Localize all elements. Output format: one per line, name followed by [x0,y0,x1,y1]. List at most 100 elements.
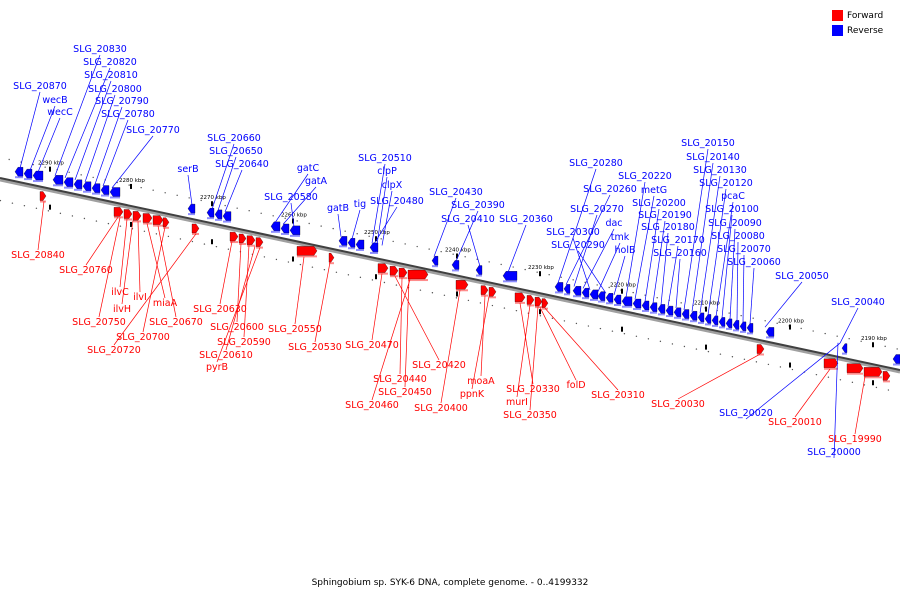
gene-label[interactable]: SLG_20430 [429,187,483,198]
reverse-gene-arrow[interactable] [347,238,356,248]
gene-label[interactable]: SLG_20830 [73,44,127,55]
reverse-gene-arrow[interactable] [581,288,590,298]
gene-label[interactable]: SLG_20510 [358,153,412,164]
gene-label[interactable]: pyrB [206,362,228,373]
reverse-gene-arrow[interactable] [681,309,690,319]
reverse-gene-arrow[interactable] [649,302,658,312]
reverse-gene-arrow[interactable] [91,183,101,193]
gene-label[interactable]: SLG_20280 [569,158,623,169]
gene-label[interactable]: SLG_20750 [72,317,126,328]
gene-label[interactable]: SLG_20670 [149,317,203,328]
gene-label[interactable]: gatA [305,176,328,187]
gene-label[interactable]: clpX [382,180,403,191]
gene-label[interactable]: SLG_20060 [727,257,781,268]
gene-label[interactable]: moaA [467,376,495,387]
forward-gene-arrow[interactable] [526,295,535,305]
gene-label[interactable]: SLG_20660 [207,133,261,144]
reverse-gene-arrow[interactable] [718,317,726,327]
gene-label[interactable]: SLG_20790 [95,96,149,107]
gene-label[interactable]: SLG_20170 [651,235,705,246]
reverse-gene-arrow[interactable] [206,208,215,218]
gene-label[interactable]: SLG_20870 [13,81,67,92]
reverse-gene-arrow[interactable] [841,343,848,353]
gene-label[interactable]: serB [177,164,198,175]
forward-gene-arrow[interactable] [162,217,170,227]
gene-label[interactable]: SLG_20650 [209,146,263,157]
gene-label[interactable]: wecC [47,107,73,118]
forward-gene-arrow[interactable] [142,213,153,223]
reverse-gene-arrow[interactable] [589,289,599,300]
gene-label[interactable]: tig [354,199,366,210]
reverse-gene-arrow[interactable] [270,221,281,231]
reverse-gene-arrow[interactable] [641,300,650,311]
forward-gene-arrow[interactable] [238,233,247,244]
gene-label[interactable]: SLG_20400 [414,403,468,414]
gene-label[interactable]: SLG_20260 [583,184,637,195]
gene-label[interactable]: SLG_20810 [84,70,138,81]
forward-gene-arrow[interactable] [407,269,429,280]
gene-label[interactable]: SLG_20470 [345,340,399,351]
gene-label[interactable]: SLG_20080 [711,231,765,242]
gene-label[interactable]: SLG_20120 [699,178,753,189]
gene-label[interactable]: SLG_20330 [506,384,560,395]
gene-label[interactable]: SLG_20010 [768,417,822,428]
forward-gene-arrow[interactable] [534,296,543,307]
reverse-gene-arrow[interactable] [82,181,92,191]
reverse-gene-arrow[interactable] [632,298,642,309]
reverse-gene-arrow[interactable] [280,223,290,234]
forward-gene-arrow[interactable] [296,246,318,256]
reverse-gene-arrow[interactable] [725,318,733,329]
reverse-gene-arrow[interactable] [502,271,518,281]
gene-label[interactable]: SLG_20610 [199,350,253,361]
gene-label[interactable]: wecB [42,95,67,106]
reverse-gene-arrow[interactable] [673,307,682,317]
forward-gene-arrow[interactable] [152,215,164,225]
gene-label[interactable]: SLG_20160 [653,248,707,259]
gene-label[interactable]: SLG_20000 [807,447,861,458]
gene-label[interactable]: holB [615,245,636,256]
gene-label[interactable]: SLG_20460 [345,400,399,411]
gene-label[interactable]: SLG_20390 [451,200,505,211]
gene-label[interactable]: SLG_20530 [288,342,342,353]
gene-label[interactable]: SLG_20090 [708,218,762,229]
reverse-gene-arrow[interactable] [697,312,705,323]
reverse-gene-arrow[interactable] [572,286,582,296]
gene-label[interactable]: tmk [611,232,630,243]
gene-label[interactable]: SLG_20290 [551,240,605,251]
forward-gene-arrow[interactable] [39,191,47,201]
reverse-gene-arrow[interactable] [746,323,754,333]
gene-label[interactable]: SLG_20030 [651,399,705,410]
gene-label[interactable]: SLG_20140 [686,152,740,163]
forward-gene-arrow[interactable] [882,371,891,381]
reverse-gene-arrow[interactable] [892,354,900,364]
forward-gene-arrow[interactable] [113,207,124,217]
gene-label[interactable]: SLG_20220 [618,171,672,182]
reverse-gene-arrow[interactable] [63,177,74,187]
forward-gene-arrow[interactable] [191,223,200,234]
gene-label[interactable]: SLG_20600 [210,322,264,333]
reverse-gene-arrow[interactable] [14,167,24,177]
gene-label[interactable]: SLG_20350 [503,410,557,421]
gene-label[interactable]: clpP [377,166,397,177]
gene-label[interactable]: SLG_20640 [215,159,269,170]
forward-gene-arrow[interactable] [328,253,335,263]
reverse-gene-arrow[interactable] [187,203,196,214]
reverse-gene-arrow[interactable] [109,187,121,197]
reverse-gene-arrow[interactable] [475,265,483,275]
reverse-gene-arrow[interactable] [451,260,460,270]
forward-gene-arrow[interactable] [480,285,489,295]
gene-label[interactable]: ilvI [133,292,147,303]
gene-label[interactable]: SLG_20270 [570,204,624,215]
gene-label[interactable]: ilvC [111,287,129,298]
forward-gene-arrow[interactable] [846,363,864,373]
forward-gene-arrow[interactable] [389,266,399,276]
gene-label[interactable]: pcaC [721,191,745,202]
gene-label[interactable]: SLG_20550 [268,324,322,335]
gene-label[interactable]: SLG_20310 [591,390,645,401]
gene-label[interactable]: metG [641,185,667,196]
reverse-gene-arrow[interactable] [689,311,698,321]
gene-label[interactable]: SLG_20770 [126,125,180,136]
gene-label[interactable]: folD [566,380,585,391]
gene-label[interactable]: SLG_20480 [370,196,424,207]
gene-label[interactable]: SLG_20820 [83,57,137,68]
